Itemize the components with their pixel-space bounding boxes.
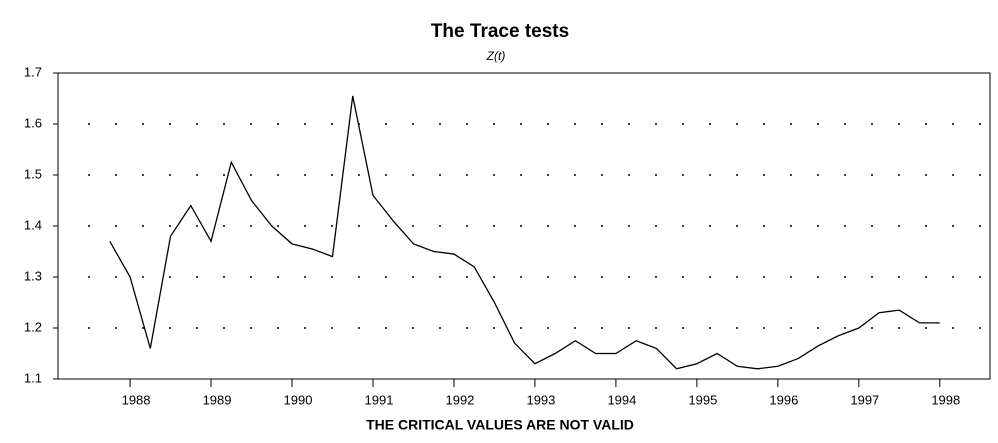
x-tick-label: 1996 [769,392,798,407]
x-tick-label: 1995 [688,392,717,407]
y-tick-label: 1.7 [24,64,42,79]
x-tick-label: 1994 [607,392,636,407]
y-tick-label: 1.4 [24,217,42,232]
x-tick-label: 1991 [365,392,394,407]
y-tick-label: 1.6 [24,115,42,130]
x-tick-label: 1998 [931,392,960,407]
y-tick-label: 1.1 [24,370,42,385]
x-axis-label: THE CRITICAL VALUES ARE NOT VALID [366,417,634,433]
y-tick-label: 1.2 [24,319,42,334]
y-tick-label: 1.3 [24,268,42,283]
x-tick-label: 1992 [445,392,474,407]
chart-subtitle: Z(t) [486,49,506,63]
x-tick-label: 1993 [526,392,555,407]
data-line [109,95,940,370]
x-tick-label: 1988 [122,392,151,407]
x-tick-label: 1990 [284,392,313,407]
y-tick-label: 1.5 [24,166,42,181]
x-tick-label: 1989 [203,392,232,407]
chart-title: The Trace tests [431,21,569,42]
x-tick-label: 1997 [850,392,879,407]
